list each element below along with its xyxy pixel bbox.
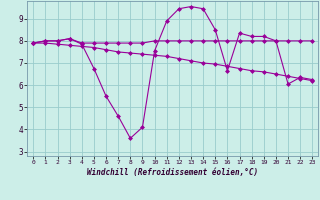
X-axis label: Windchill (Refroidissement éolien,°C): Windchill (Refroidissement éolien,°C) xyxy=(87,168,258,177)
